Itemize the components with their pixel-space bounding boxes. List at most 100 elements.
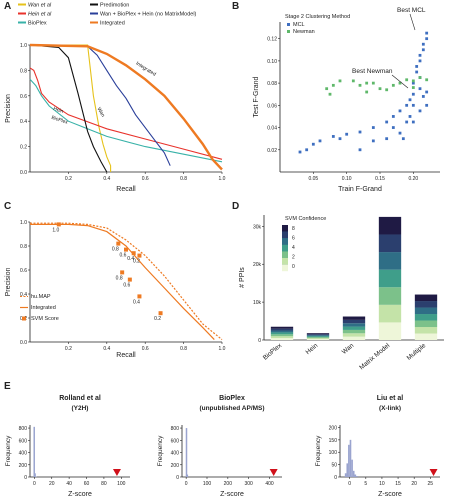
- panel-d-bar-segment: [342, 316, 366, 320]
- panel-d-bar-segment: [342, 326, 366, 330]
- panel-d-bar-segment: [306, 334, 330, 336]
- panel-b-point-newman: [331, 83, 335, 87]
- panel-d-bar-segment: [270, 338, 294, 340]
- panel-b-y-tick-label: 0.12: [267, 37, 277, 43]
- panel-c-y-tick-label: 0.4: [20, 292, 27, 298]
- panel-e-1-histogram-bar: [33, 426, 35, 477]
- panel-e-3-y-tick-label: 100: [329, 450, 338, 456]
- panel-a-series-bioplex: [29, 78, 223, 163]
- panel-b-legend-label: Newman: [293, 29, 315, 35]
- panel-d-legend-color-step: [282, 264, 288, 272]
- panel-d-bar-segment: [270, 330, 294, 333]
- panel-c-svm-point: [124, 247, 128, 252]
- panel-d-bar-segment: [306, 337, 330, 339]
- panel-c-svm-label: 0.4: [127, 256, 134, 262]
- panel-b-point-mcl: [418, 109, 422, 113]
- panel-a-series-hein: [29, 67, 223, 160]
- panel-d-bar-segment: [342, 336, 366, 340]
- panel-e-1-histogram-bar: [35, 476, 37, 477]
- panel-e-3-y-tick-label: 200: [329, 425, 338, 431]
- panel-b-legend-title: Stage 2 Clustering Method: [285, 14, 350, 20]
- panel-e-3-y-tick-label: 150: [329, 438, 338, 444]
- panel-e-3-x-tick-label: 5: [364, 481, 367, 487]
- panel-b-annotation-arrow: [391, 74, 409, 89]
- panel-e-3-histogram-bar: [346, 463, 349, 477]
- panel-e-3-x-tick-label: 0: [348, 481, 351, 487]
- panel-c-x-tick-label: 0.6: [142, 346, 149, 352]
- panel-b-x-tick-label: 0.10: [342, 176, 352, 182]
- panel-d-bar-segment: [378, 216, 402, 235]
- panel-c-y-tick-label: 0.0: [20, 340, 27, 346]
- panel-e-2-x-tick-label: 100: [203, 481, 212, 487]
- panel-e-3-histogram-bar: [356, 476, 358, 477]
- panel-c-svm-label: 0.8: [112, 247, 119, 253]
- panel-b-point-mcl: [421, 42, 425, 46]
- panel-d-bar-segment: [414, 314, 438, 321]
- panel-e-1-x-tick-label: 40: [66, 481, 72, 487]
- panel-d-category-label: Wan: [341, 342, 356, 356]
- panel-b-point-mcl: [385, 137, 389, 141]
- panel-c-x-tick-label: 0.8: [180, 346, 187, 352]
- panel-e-1-x-tick-label: 100: [117, 481, 126, 487]
- panel-b-point-newman: [391, 83, 395, 87]
- panel-a-annotation-hein: Hein: [52, 106, 64, 115]
- panel-c-svm-label: 0.6: [120, 253, 127, 259]
- panel-b-point-newman: [378, 87, 382, 91]
- panel-e-2-observed-marker: [269, 469, 278, 476]
- panel-d-bar-segment: [270, 334, 294, 337]
- panel-a-y-tick-label: 0.8: [20, 68, 27, 74]
- panel-e-1-x-tick-label: 20: [49, 481, 55, 487]
- panel-b-point-newman: [325, 87, 329, 91]
- panel-d-category-label: Multiple: [406, 342, 428, 362]
- panel-d-bar-segment: [414, 307, 438, 315]
- panel-d-legend-label: 4: [292, 245, 295, 251]
- panel-letter-a: A: [4, 1, 11, 12]
- panel-a-series-predimotion: [29, 44, 108, 173]
- panel-b-point-mcl: [391, 126, 395, 129]
- panel-a-x-tick-label: 0.4: [103, 176, 110, 182]
- panel-e-3-histogram-bar: [349, 439, 352, 477]
- panel-c-svm-point: [120, 270, 125, 275]
- panel-e-2-x-tick-label: 300: [244, 481, 253, 487]
- panel-e-3-histogram-bar: [344, 473, 347, 477]
- panel-d-bar-segment: [306, 339, 330, 340]
- panel-d-bar-segment: [306, 333, 330, 335]
- panel-c-x-axis-label: Recall: [116, 352, 136, 359]
- panel-e-3-x-tick-label: 15: [395, 481, 401, 487]
- panel-c-x-tick-label: 0.2: [65, 346, 72, 352]
- panel-e-3-x-axis-label: Z-score: [378, 491, 402, 498]
- panel-e-1-y-axis-label: Frequency: [5, 435, 12, 466]
- panel-e-2-x-tick-label: 0: [185, 481, 188, 487]
- panel-letter-d: D: [232, 201, 239, 212]
- panel-e-1-subtitle: (Y2H): [72, 405, 89, 412]
- panel-c-y-tick-label: 0.8: [20, 244, 27, 250]
- panel-e-3-observed-marker: [429, 469, 438, 476]
- panel-d-bar-segment: [306, 335, 330, 337]
- panel-e-3-y-tick-label: 50: [331, 463, 337, 469]
- panel-d-y-tick-label: 10k: [253, 300, 262, 306]
- panel-a-legend-label: Predimotion: [100, 3, 129, 9]
- panel-b-point-newman: [365, 81, 369, 85]
- panel-b-point-mcl: [298, 150, 302, 154]
- panel-e-1-x-tick-label: 0: [33, 481, 36, 487]
- panel-d-y-axis-label: # PPIs: [239, 267, 246, 288]
- panel-a-x-tick-label: 1.0: [219, 176, 226, 182]
- panel-e-3-y-tick-label: 0: [334, 475, 337, 481]
- panel-c-svm-label: 0.4: [133, 299, 140, 305]
- panel-a-x-axis-label: Recall: [116, 186, 136, 193]
- panel-e-3-subtitle: (X-link): [379, 405, 401, 412]
- panel-b-annotation-best-mcl: Best MCL: [397, 7, 426, 14]
- panel-b-legend-swatch: [287, 30, 290, 33]
- panel-b-point-mcl: [405, 103, 409, 107]
- panel-e-3-x-tick-label: 20: [411, 481, 417, 487]
- panel-a-annotation-wan: Wan: [95, 107, 105, 119]
- panel-d-legend-label: 8: [292, 226, 295, 232]
- panel-d-bar-segment: [414, 301, 438, 308]
- panel-c-svm-point: [127, 277, 132, 282]
- panel-d-bar-segment: [414, 327, 438, 334]
- panel-b-point-mcl: [318, 139, 322, 143]
- panel-a-y-tick-label: 0.0: [20, 170, 27, 176]
- panel-b-point-newman: [411, 86, 415, 89]
- panel-e-3-histogram-bar: [351, 459, 353, 477]
